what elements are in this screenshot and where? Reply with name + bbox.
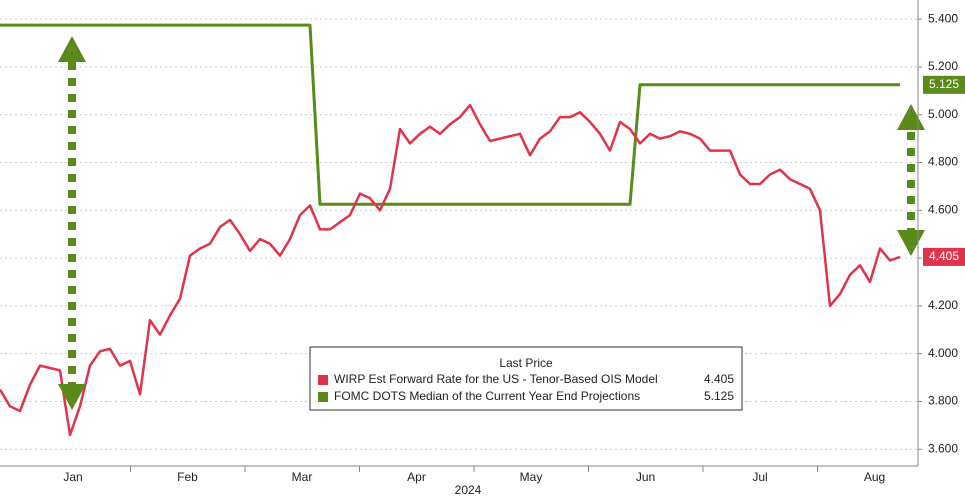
- last-price-tag: [923, 247, 965, 266]
- legend-value: 4.405: [704, 372, 734, 386]
- y-tick-label: 5.200: [928, 59, 958, 73]
- legend-label: WIRP Est Forward Rate for the US - Tenor…: [334, 372, 658, 386]
- y-tick-label: 3.800: [928, 394, 958, 408]
- legend-title: Last Price: [499, 356, 553, 370]
- arrow-head: [58, 36, 86, 62]
- legend-value: 5.125: [704, 389, 734, 403]
- x-tick-label: Aug: [864, 470, 885, 484]
- legend-swatch: [318, 375, 328, 385]
- y-tick-label: 4.200: [928, 298, 958, 312]
- x-tick-label: Mar: [292, 470, 313, 484]
- legend-box: [309, 346, 743, 411]
- x-tick-label: Jul: [752, 470, 767, 484]
- y-tick-label: 5.000: [928, 107, 958, 121]
- x-tick-label: May: [520, 470, 543, 484]
- y-tick-label: 3.600: [928, 441, 958, 455]
- y-tick-label: 5.400: [928, 11, 958, 25]
- legend: Last Price: [309, 346, 743, 411]
- series-line: [0, 23, 900, 206]
- last-price-tag: [923, 75, 965, 94]
- legend-swatch: [318, 392, 328, 402]
- last-price-label: 5.125: [929, 77, 959, 91]
- y-tick-label: 4.600: [928, 202, 958, 216]
- legend-label: FOMC DOTS Median of the Current Year End…: [334, 389, 640, 403]
- last-price-label: 4.405: [929, 249, 959, 263]
- series-line: [0, 103, 901, 437]
- arrow-head: [897, 230, 925, 256]
- y-tick-label: 4.800: [928, 155, 958, 169]
- x-axis-label: 2024: [455, 483, 482, 497]
- x-tick-label: Feb: [177, 470, 198, 484]
- x-tick-label: Jan: [63, 470, 82, 484]
- y-tick-label: 4.000: [928, 346, 958, 360]
- x-tick-label: Jun: [636, 470, 655, 484]
- arrow-head: [897, 104, 925, 130]
- x-tick-label: Apr: [407, 470, 426, 484]
- arrow-head: [58, 384, 86, 410]
